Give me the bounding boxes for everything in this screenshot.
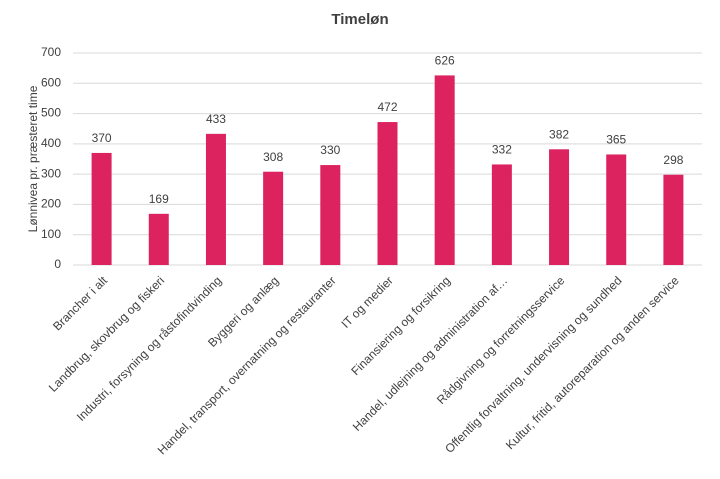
y-tick-label: 100 — [41, 227, 61, 241]
value-label: 332 — [492, 143, 512, 157]
bar — [263, 171, 284, 265]
y-tick-label: 400 — [41, 136, 61, 150]
bar — [549, 149, 570, 265]
bar — [491, 164, 512, 265]
bar — [434, 75, 455, 265]
bar — [606, 154, 627, 265]
value-label: 298 — [663, 153, 683, 167]
bar — [320, 165, 341, 265]
value-label: 169 — [149, 192, 169, 206]
bar — [377, 122, 398, 266]
value-label: 370 — [92, 131, 112, 145]
value-label: 308 — [263, 150, 283, 164]
y-tick-label: 500 — [41, 106, 61, 120]
bar — [663, 174, 684, 265]
x-tick-label: Finansiering og forsikring — [348, 273, 453, 378]
bar — [205, 133, 226, 265]
bar — [148, 213, 169, 265]
chart-title: Timeløn — [331, 11, 388, 28]
y-tick-label: 600 — [41, 75, 61, 89]
value-label: 365 — [606, 133, 626, 147]
y-tick-label: 0 — [54, 257, 61, 271]
y-tick-label: 200 — [41, 197, 61, 211]
value-label: 472 — [377, 100, 397, 114]
value-label: 382 — [549, 127, 569, 141]
value-label: 330 — [320, 143, 340, 157]
bar — [91, 152, 112, 265]
y-axis-label: Lønnivea pr. præsteret time — [26, 85, 40, 232]
x-tick-label: Landbrug, skovbrug og fiskeri — [46, 273, 167, 394]
x-tick-label: Brancher i alt — [50, 273, 110, 333]
y-tick-label: 300 — [41, 166, 61, 180]
x-tick-label: IT og medier — [338, 273, 395, 330]
value-label: 433 — [206, 112, 226, 126]
value-label: 626 — [435, 54, 455, 68]
y-tick-label: 700 — [41, 45, 61, 59]
